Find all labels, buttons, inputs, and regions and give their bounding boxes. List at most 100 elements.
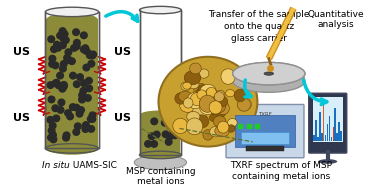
Bar [336,133,338,141]
Ellipse shape [173,118,188,134]
Circle shape [167,123,174,130]
Bar [327,125,328,141]
Circle shape [161,119,168,126]
Ellipse shape [203,130,213,140]
Circle shape [75,123,81,129]
Ellipse shape [199,69,209,78]
Circle shape [148,133,155,139]
Bar [334,108,336,141]
Circle shape [77,74,83,80]
Bar [46,12,99,148]
Ellipse shape [200,95,214,109]
Circle shape [48,36,55,43]
Circle shape [83,48,90,54]
Ellipse shape [194,115,209,128]
Circle shape [49,55,56,62]
FancyBboxPatch shape [309,93,347,153]
Circle shape [73,129,80,135]
Bar [325,135,326,141]
Ellipse shape [194,83,207,97]
Text: US: US [13,47,30,57]
Circle shape [79,92,86,98]
Ellipse shape [196,88,208,98]
Ellipse shape [235,89,246,102]
Circle shape [83,122,89,128]
Circle shape [59,65,66,72]
Circle shape [71,45,77,51]
Ellipse shape [208,92,216,101]
Ellipse shape [214,94,222,103]
Circle shape [151,141,157,147]
Circle shape [54,41,60,48]
Circle shape [153,131,160,138]
Bar [246,146,284,151]
Ellipse shape [227,125,235,132]
Circle shape [151,118,157,125]
Ellipse shape [199,96,211,108]
Ellipse shape [200,84,217,99]
Circle shape [69,58,75,64]
Circle shape [73,43,80,50]
Ellipse shape [318,159,337,164]
Ellipse shape [184,98,193,108]
Bar [141,114,181,155]
Circle shape [47,82,54,88]
Circle shape [55,45,61,51]
Text: US: US [114,47,131,57]
Circle shape [52,105,59,112]
Circle shape [55,82,62,89]
Ellipse shape [192,106,207,120]
Ellipse shape [189,93,201,103]
Circle shape [61,31,68,37]
Ellipse shape [187,112,200,122]
Circle shape [80,80,87,86]
Bar [329,116,330,141]
Ellipse shape [175,93,186,104]
Circle shape [90,51,97,58]
Ellipse shape [199,87,208,94]
Ellipse shape [211,103,226,118]
Circle shape [76,110,83,117]
Circle shape [58,99,65,106]
Bar [317,137,319,141]
Ellipse shape [197,90,207,99]
Ellipse shape [204,96,218,109]
Circle shape [57,107,64,113]
Ellipse shape [46,7,99,17]
Ellipse shape [134,155,186,170]
Ellipse shape [214,92,224,102]
Circle shape [67,113,73,120]
Circle shape [73,29,79,36]
Circle shape [61,82,67,88]
Circle shape [60,35,67,41]
Ellipse shape [237,98,251,111]
Circle shape [48,96,55,103]
Circle shape [84,95,91,101]
Circle shape [48,134,54,141]
Text: TXRF: TXRF [258,112,272,117]
Circle shape [63,132,70,139]
Circle shape [66,57,72,63]
Ellipse shape [179,97,196,112]
Ellipse shape [210,127,221,137]
Text: US: US [13,112,30,122]
Circle shape [63,134,69,141]
Ellipse shape [181,82,191,91]
Circle shape [51,46,57,53]
Circle shape [50,136,57,143]
Circle shape [89,112,96,119]
Ellipse shape [216,92,224,100]
Bar [340,131,342,141]
Ellipse shape [233,62,305,85]
Circle shape [89,52,95,59]
Circle shape [171,132,178,139]
Circle shape [88,126,95,132]
Circle shape [61,83,67,89]
Circle shape [73,81,80,88]
Circle shape [87,51,93,57]
Circle shape [89,116,96,122]
Circle shape [60,84,67,90]
Circle shape [65,110,72,116]
Circle shape [73,104,80,111]
Circle shape [49,122,56,129]
